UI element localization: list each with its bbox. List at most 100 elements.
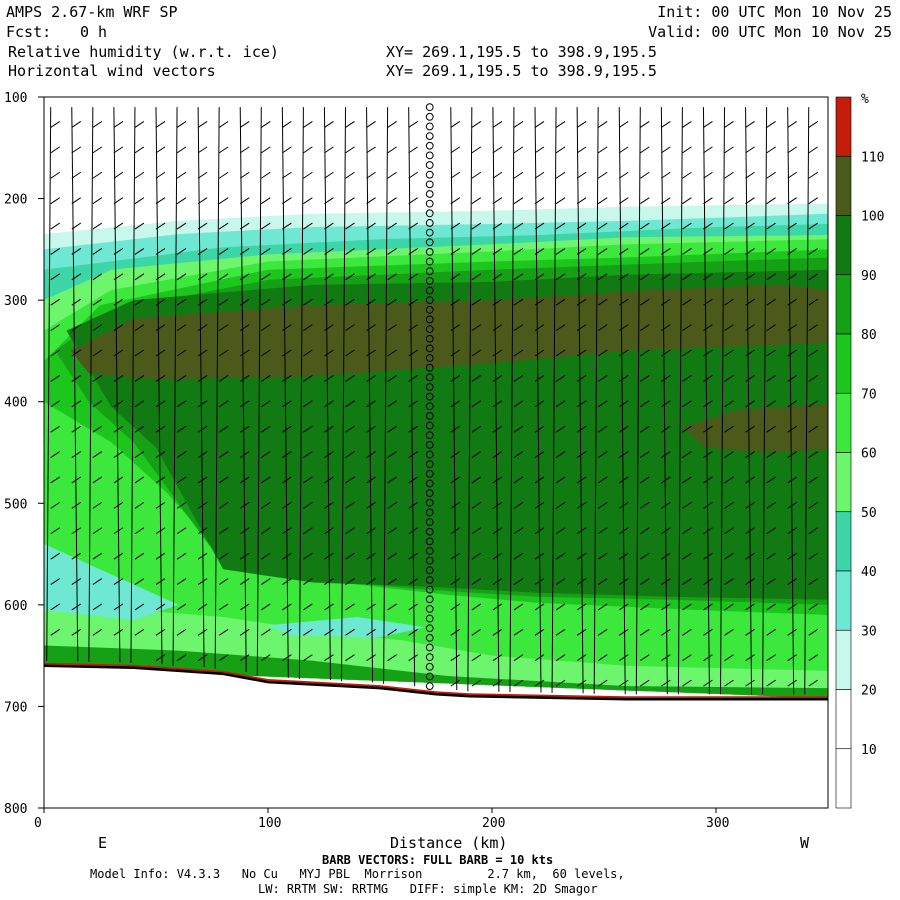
wind-barb-flag bbox=[345, 324, 355, 332]
wind-barb-flag bbox=[661, 679, 671, 687]
wind-barb-flag bbox=[534, 425, 545, 433]
wind-barb-flag bbox=[808, 171, 819, 179]
calm-wind-marker bbox=[425, 383, 434, 391]
wind-barb-flag bbox=[534, 400, 545, 408]
wind-barb-flag bbox=[745, 527, 755, 535]
wind-barb-staff bbox=[720, 107, 726, 695]
wind-barb-flag bbox=[239, 628, 250, 636]
wind-barb-flag bbox=[808, 324, 819, 332]
wind-barb-flag bbox=[134, 451, 145, 458]
wind-barb-flag bbox=[682, 121, 692, 128]
wind-barb-staff bbox=[635, 107, 641, 695]
wind-barb-flag bbox=[576, 197, 587, 205]
wind-barb-flag bbox=[450, 425, 461, 433]
wind-barb-flag bbox=[450, 527, 461, 535]
wind-barb-flag bbox=[766, 222, 776, 230]
wind-barb-flag bbox=[471, 501, 482, 509]
wind-barb-flag bbox=[155, 298, 166, 306]
wind-barb-flag bbox=[808, 476, 819, 484]
wind-barb-flag bbox=[176, 451, 187, 458]
wind-barb-flag bbox=[408, 654, 418, 662]
wind-barb-flag bbox=[682, 603, 692, 611]
wind-barb-flag bbox=[50, 324, 60, 332]
wind-barb-flag bbox=[555, 578, 566, 585]
wind-barb-flag bbox=[366, 222, 376, 230]
wind-barb-flag bbox=[703, 451, 713, 458]
wind-barb-flag bbox=[661, 578, 671, 585]
wind-barb-flag bbox=[597, 628, 608, 636]
wind-barb-flag bbox=[71, 578, 82, 585]
wind-barb-flag bbox=[155, 552, 166, 560]
wind-barb-flag bbox=[766, 501, 776, 509]
wind-barb-flag bbox=[555, 400, 566, 408]
wind-barb-flag bbox=[450, 400, 461, 408]
wind-barb-flag bbox=[366, 578, 376, 585]
wind-barb-flag bbox=[387, 451, 397, 458]
wind-barb-flag bbox=[155, 197, 166, 205]
wind-barb-flag bbox=[218, 628, 229, 636]
wind-barb-flag bbox=[597, 679, 608, 687]
wind-barb-flag bbox=[808, 197, 819, 205]
wind-barb-flag bbox=[324, 197, 334, 205]
wind-barb-flag bbox=[50, 527, 60, 535]
rh-band-110-east bbox=[682, 403, 828, 453]
wind-barb-flag bbox=[261, 324, 271, 332]
wind-barb-flag bbox=[724, 654, 734, 662]
wind-barb-flag bbox=[471, 628, 482, 636]
wind-barb-flag bbox=[555, 679, 566, 687]
wind-barb-flag bbox=[92, 197, 103, 205]
wind-barb-flag bbox=[513, 679, 524, 687]
wind-barb-flag bbox=[71, 222, 82, 230]
wind-barb-staff bbox=[239, 107, 247, 672]
wind-barb-flag bbox=[282, 654, 292, 662]
wind-barb-flag bbox=[787, 374, 797, 382]
wind-barb-flag bbox=[471, 425, 482, 433]
wind-barb-flag bbox=[366, 603, 376, 611]
wind-barb-flag bbox=[618, 501, 629, 509]
wind-barb-flag bbox=[808, 273, 819, 281]
wind-barb-flag bbox=[324, 400, 334, 408]
wind-barb-flag bbox=[197, 425, 208, 433]
wind-barb-flag bbox=[197, 603, 208, 611]
calm-wind-marker bbox=[425, 412, 434, 420]
wind-barb-flag bbox=[366, 400, 376, 408]
wind-barb-flag bbox=[239, 121, 250, 128]
wind-barb-flag bbox=[555, 628, 566, 636]
wind-barb-flag bbox=[408, 628, 418, 636]
wind-barb-flag bbox=[50, 298, 60, 306]
wind-barb-flag bbox=[239, 578, 250, 585]
wind-barb-flag bbox=[661, 222, 671, 230]
wind-barb-flag bbox=[134, 425, 145, 433]
wind-barb-flag bbox=[134, 121, 145, 128]
wind-barb-flag bbox=[345, 552, 355, 560]
wind-barb-flag bbox=[261, 425, 271, 433]
calm-wind-marker bbox=[425, 247, 434, 256]
calm-wind-marker bbox=[425, 547, 434, 555]
wind-barb-flag bbox=[218, 273, 229, 281]
wind-barb-flag bbox=[324, 425, 334, 433]
wind-barb-flag bbox=[703, 501, 713, 509]
wind-barb-flag bbox=[787, 501, 797, 509]
wind-barb-flag bbox=[450, 628, 461, 636]
wind-barb-flag bbox=[787, 552, 797, 560]
wind-barb-flag bbox=[303, 451, 313, 458]
colorbar-label: 10 bbox=[861, 743, 877, 758]
wind-barb-flag bbox=[745, 146, 755, 154]
wind-barb-flag bbox=[576, 121, 587, 128]
wind-barb-flag bbox=[766, 298, 776, 306]
wind-barb-flag bbox=[450, 248, 461, 255]
wind-barb-flag bbox=[808, 451, 819, 458]
calm-wind-marker bbox=[425, 209, 434, 218]
wind-barb-flag bbox=[218, 654, 229, 662]
wind-barb-flag bbox=[724, 171, 734, 179]
wind-barb-flag bbox=[640, 578, 650, 585]
wind-barb-flag bbox=[597, 298, 608, 306]
wind-barb-flag bbox=[640, 374, 650, 382]
wind-barb-flag bbox=[366, 425, 376, 433]
wind-barb-flag bbox=[261, 476, 271, 484]
wind-barb-flag bbox=[661, 349, 671, 357]
wind-barb-flag bbox=[155, 146, 166, 154]
wind-barb-flag bbox=[197, 222, 208, 230]
wind-barb-flag bbox=[640, 273, 650, 281]
